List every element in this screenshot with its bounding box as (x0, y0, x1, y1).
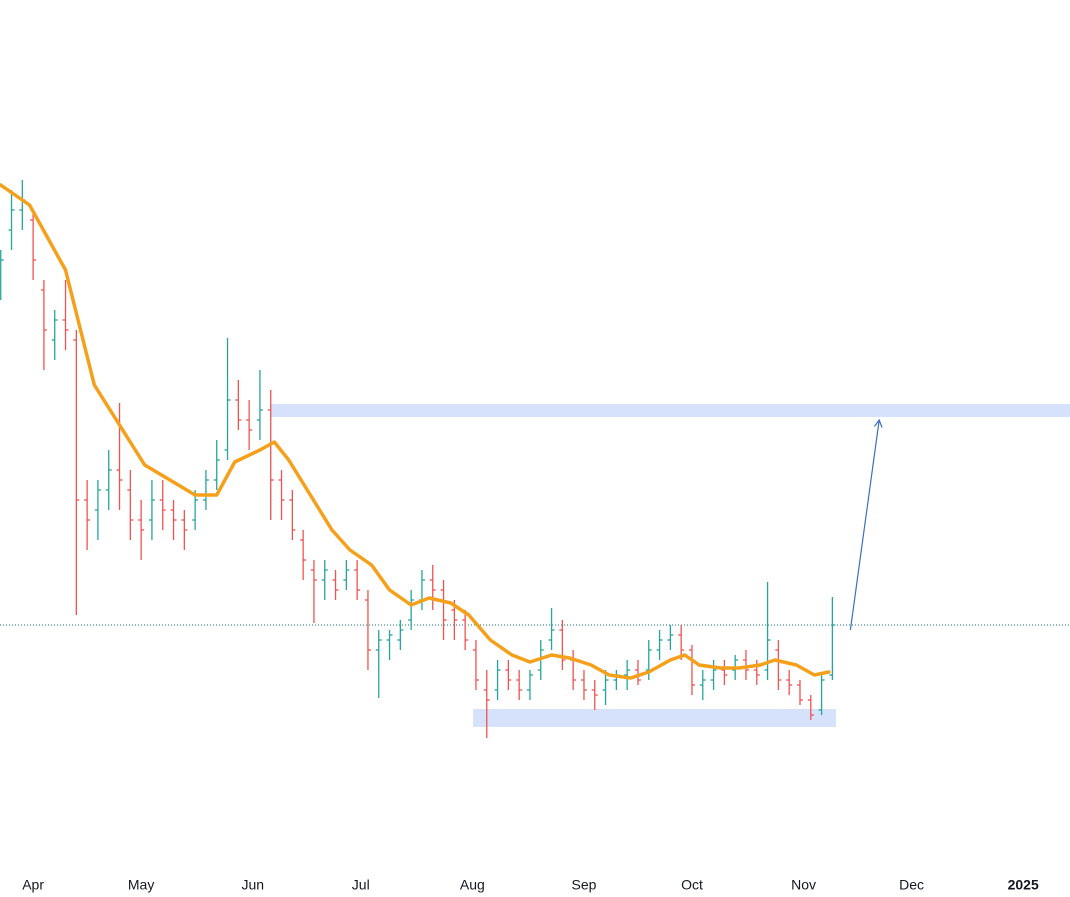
ohlc-bar (526, 670, 533, 700)
x-tick-label: May (128, 877, 154, 893)
x-tick-label: 2025 (1008, 877, 1039, 893)
ohlc-bar (764, 582, 771, 680)
ohlc-bar (354, 560, 361, 600)
ohlc-bar (624, 660, 631, 690)
ohlc-bar (418, 570, 425, 610)
ohlc-bar (127, 470, 134, 540)
ohlc-bar (105, 450, 112, 510)
ohlc-bar (0, 250, 4, 300)
ohlc-bar (343, 560, 350, 590)
zone (473, 709, 836, 727)
ohlc-bar (278, 470, 285, 520)
ohlc-bar (94, 480, 101, 540)
ohlc-bar (256, 370, 263, 440)
ohlc-bar (580, 670, 587, 700)
ohlc-bar (213, 440, 220, 490)
x-tick-label: Aug (460, 877, 485, 893)
ohlc-bar (170, 500, 177, 540)
ohlc-bar (332, 570, 339, 600)
ohlc-bar (300, 530, 307, 580)
x-tick-label: Sep (572, 877, 597, 893)
ohlc-bar (289, 490, 296, 540)
ohlc-bar (386, 630, 393, 660)
ohlc-bar (472, 640, 479, 690)
ohlc-bar (397, 620, 404, 650)
ohlc-bar (19, 180, 26, 230)
ohlc-bar (181, 510, 188, 550)
ohlc-bar (775, 640, 782, 690)
x-tick-label: Nov (791, 877, 816, 893)
ohlc-bar (51, 310, 58, 360)
ohlc-bar (246, 400, 253, 450)
ohlc-bar (202, 470, 209, 510)
ohlc-bar (408, 590, 415, 630)
ohlc-bar (699, 670, 706, 700)
ohlc-bar (494, 660, 501, 700)
ohlc-bar (267, 390, 274, 520)
ohlc-bar (235, 380, 242, 430)
ohlc-bar (796, 680, 803, 705)
ohlc-bar (656, 630, 663, 660)
ohlc-bar (462, 610, 469, 650)
ohlc-bar (559, 620, 566, 670)
x-tick-label: Oct (681, 877, 703, 893)
ohlc-bar (807, 695, 814, 720)
ohlc-bar (548, 608, 555, 650)
ohlc-bar (721, 660, 728, 685)
ohlc-bar (30, 210, 37, 280)
ohlc-bar (591, 680, 598, 710)
ohlc-bar (310, 560, 317, 623)
ohlc-bar (375, 630, 382, 698)
ohlc-bar (116, 403, 123, 510)
ohlc-bar (148, 480, 155, 540)
ohlc-bar (742, 650, 749, 680)
ohlc-bar (40, 280, 47, 370)
ohlc-bar (667, 625, 674, 650)
ohlc-bar (570, 650, 577, 690)
ohlc-bar (516, 670, 523, 700)
ohlc-bar (8, 190, 15, 250)
ohlc-bar (678, 625, 685, 660)
arrow (849, 418, 883, 631)
ohlc-bar (710, 660, 717, 690)
ohlc-bar (159, 480, 166, 530)
ohlc-bar (429, 565, 436, 610)
ohlc-bar (224, 338, 231, 460)
ohlc-bar (818, 675, 825, 715)
ohlc-bar (321, 560, 328, 600)
x-tick-label: Apr (22, 877, 44, 893)
ohlc-bar (138, 500, 145, 560)
ohlc-bar (613, 670, 620, 690)
ohlc-bar (634, 660, 641, 685)
ohlc-bar (62, 280, 69, 350)
ohlc-bar (73, 330, 80, 615)
x-tick-label: Jun (241, 877, 264, 893)
ohlc-bar (483, 670, 490, 738)
zone (270, 404, 1070, 417)
ohlc-bar (829, 597, 836, 680)
ohlc-bar (786, 670, 793, 695)
ohlc-bar (602, 670, 609, 705)
moving-average (0, 183, 831, 680)
ohlc-bar (84, 480, 91, 550)
ohlc-bar (688, 645, 695, 695)
x-tick-label: Dec (899, 877, 924, 893)
x-tick-label: Jul (352, 877, 370, 893)
ohlc-bar (505, 660, 512, 690)
ohlc-bar (440, 580, 447, 640)
ohlc-bar (364, 590, 371, 670)
